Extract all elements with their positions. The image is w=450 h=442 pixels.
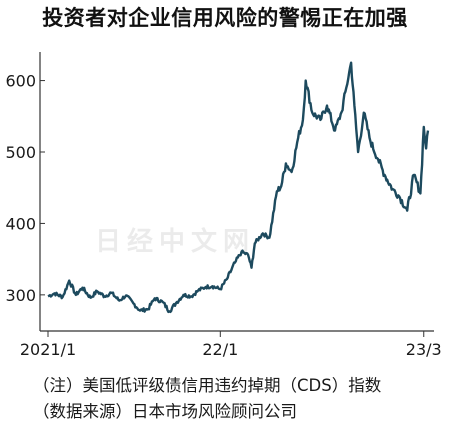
chart-title: 投资者对企业信用风险的警惕正在加强 [42,6,408,30]
y-tick-label: 600 [5,72,36,91]
series-line [47,61,430,314]
chart-note: （注）美国低评级债信用违约掉期（CDS）指数 [33,376,382,395]
x-tick-label: 2021/1 [20,340,76,359]
y-tick-label: 500 [5,143,36,162]
watermark-text: 日经中文网 [95,226,255,257]
line-chart: 日经中文网 300 400 500 600 2021/1 22/1 23/3 [5,52,442,359]
y-tick-label: 300 [5,286,36,305]
y-tick-label: 400 [5,214,36,233]
x-tick-label: 22/1 [202,340,238,359]
x-tick-label: 23/3 [406,340,442,359]
data-source-note: （数据来源）日本市场风险顾问公司 [33,402,297,421]
chart-area: 日经中文网 300 400 500 600 2021/1 22/1 23/3 [0,44,450,364]
